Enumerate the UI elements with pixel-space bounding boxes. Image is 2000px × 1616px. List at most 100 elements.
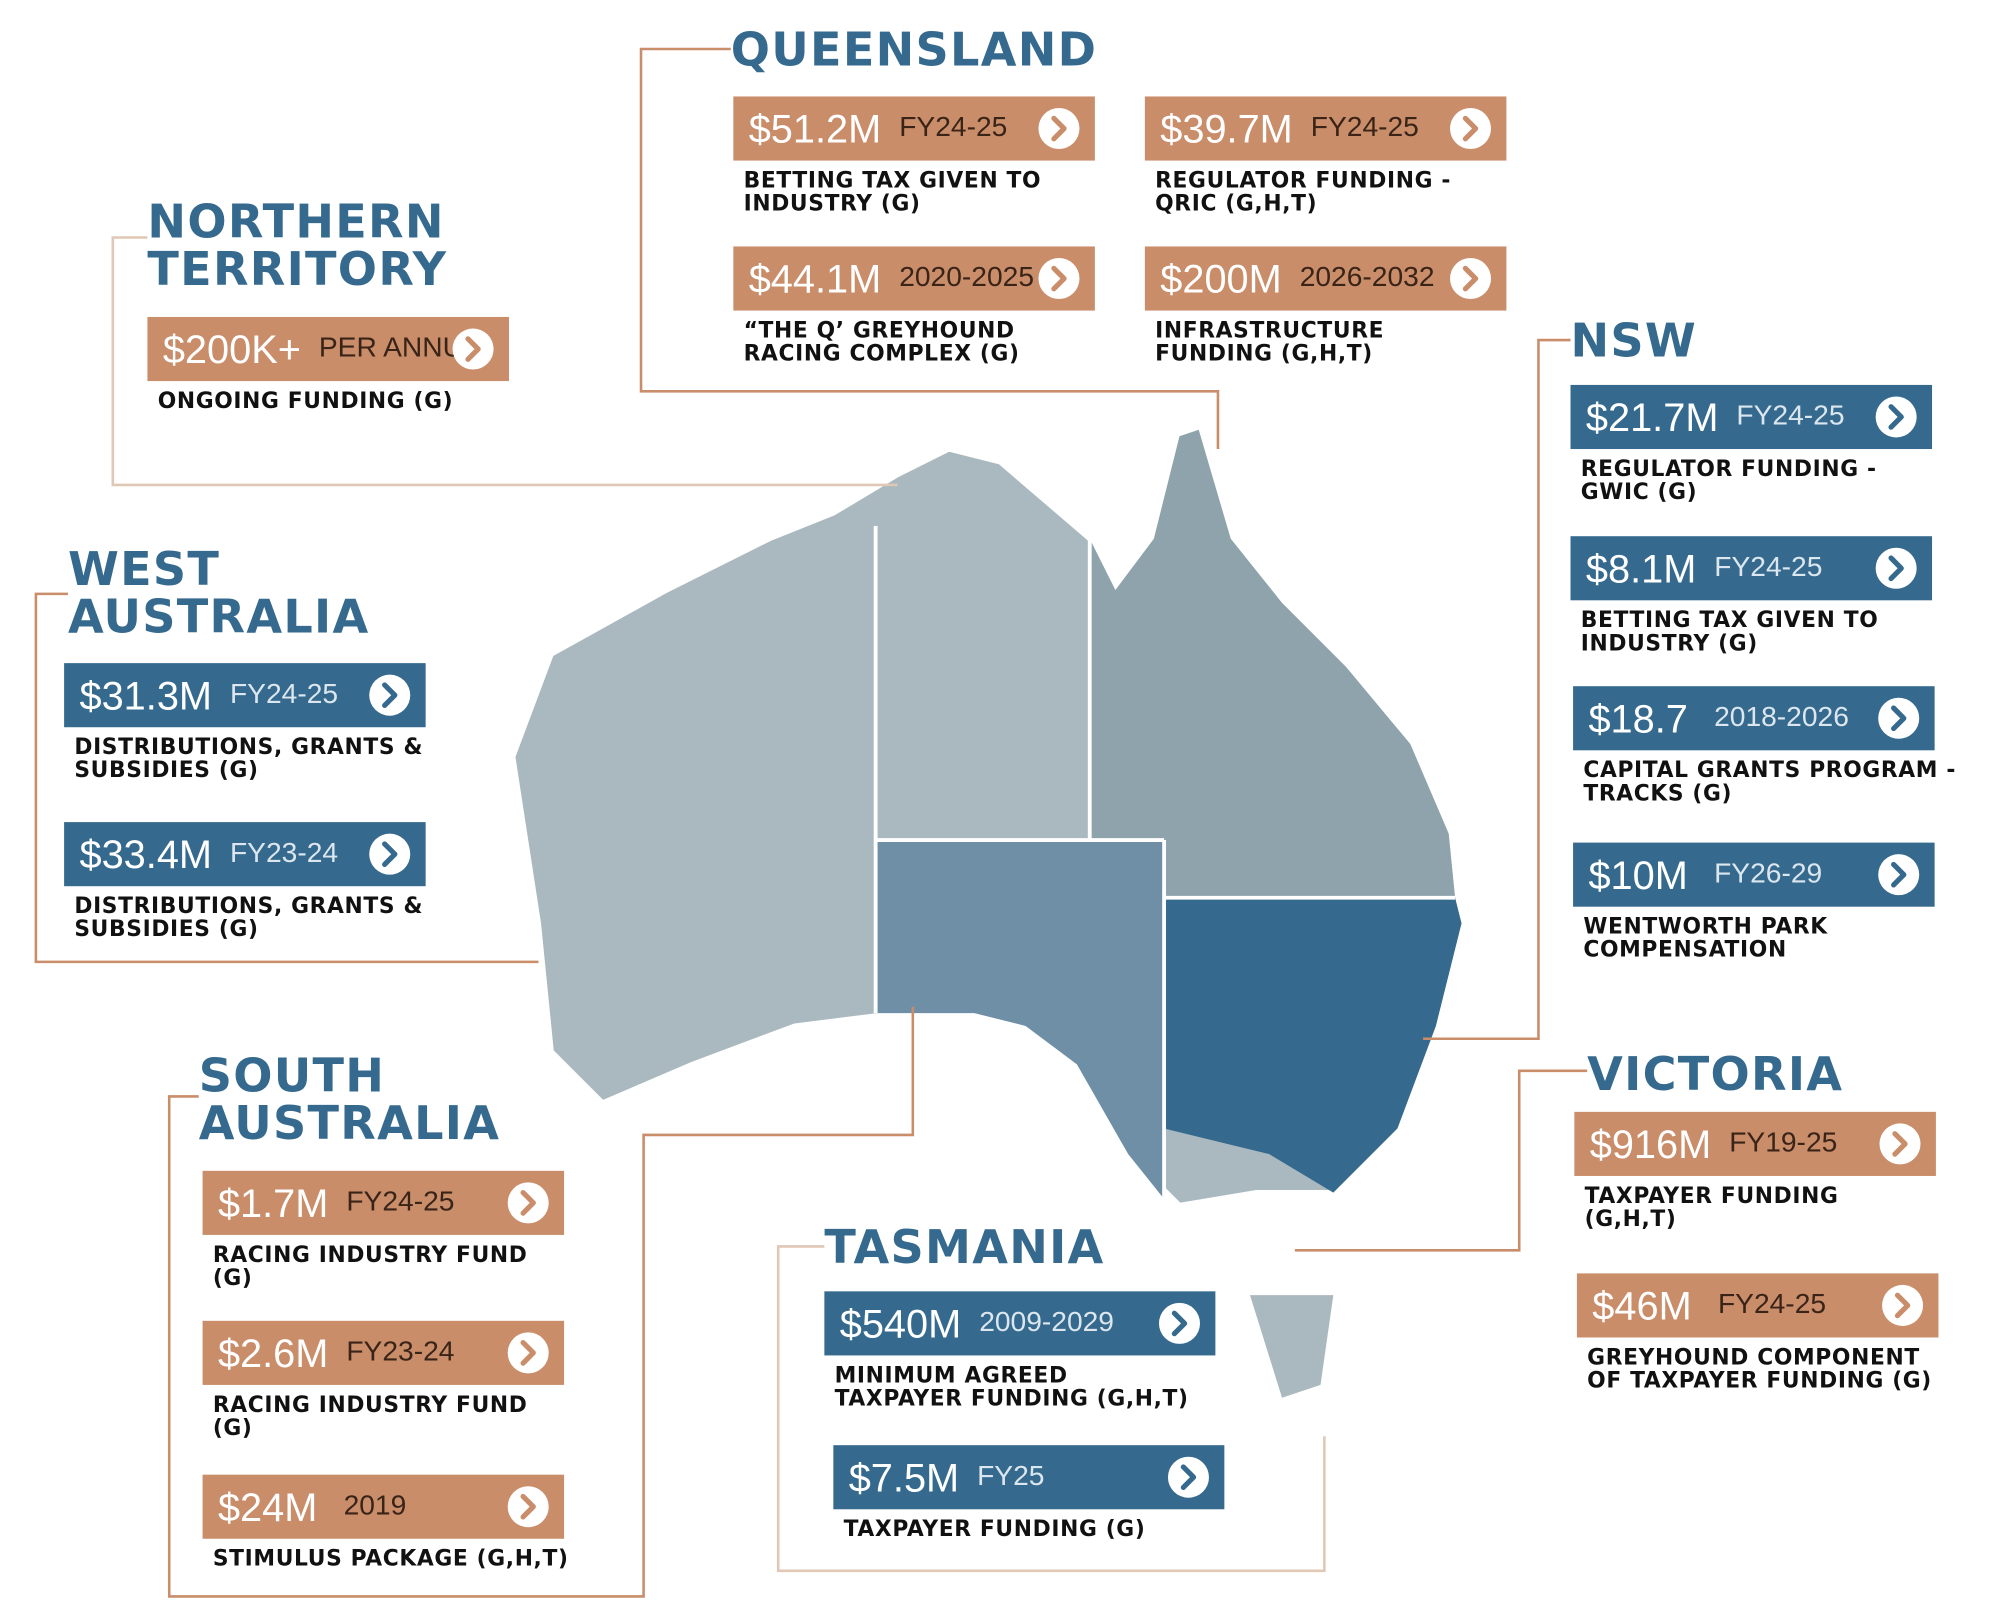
period: FY24-25 [1714, 550, 1822, 582]
amount: $2.6M [218, 1332, 328, 1376]
description: REGULATOR FUNDING - [1581, 457, 1877, 482]
region-heading: WEST [68, 542, 220, 596]
description: GWIC (G) [1581, 480, 1697, 505]
description: REGULATOR FUNDING - [1155, 168, 1451, 193]
connector [167, 1006, 915, 1598]
amount-box [64, 822, 426, 887]
amount: $44.1M [749, 258, 882, 302]
period: 2019 [344, 1488, 407, 1520]
period: FY24-25 [1718, 1287, 1826, 1319]
region: VICTORIA $916M FY19-25 TAXPAYER FUNDING(G,H… [1574, 1047, 1939, 1393]
connector [776, 1245, 1326, 1573]
region-heading: NORTHERN [147, 194, 444, 248]
description: “THE Q’ GREYHOUND [744, 318, 1015, 343]
chevron [1171, 1310, 1188, 1337]
amount-box [147, 316, 509, 382]
chevron [1180, 1464, 1197, 1491]
chevron-circle [507, 1486, 549, 1528]
description: DISTRIBUTIONS, GRANTS & [74, 735, 423, 760]
funding-card: $51.2M FY24-25 BETTING TAX GIVEN TOINDUSTR… [733, 96, 1095, 217]
amount: $1.7M [218, 1182, 328, 1226]
amount-box [824, 1291, 1216, 1356]
amount-box [1573, 842, 1935, 907]
chevron-circle [452, 328, 494, 370]
chevron [1891, 705, 1907, 732]
amount-box [1573, 686, 1935, 751]
chevron [382, 682, 398, 708]
description: GREYHOUND COMPONENT [1587, 1345, 1920, 1370]
period: 2018-2026 [1714, 700, 1849, 732]
amount-box [202, 1320, 565, 1385]
description: RACING COMPLEX (G) [744, 342, 1020, 367]
chevron-circle [507, 1332, 549, 1374]
description: WENTWORTH PARK [1583, 915, 1828, 940]
amount: $916M [1590, 1123, 1712, 1167]
chevron-circle [1038, 258, 1080, 300]
description: SUBSIDIES (G) [74, 917, 258, 942]
funding-card: $7.5M FY25 TAXPAYER FUNDING (G) [833, 1445, 1225, 1542]
chevron-circle [1450, 108, 1492, 150]
funding-card: $916M FY19-25 TAXPAYER FUNDING(G,H,T) [1574, 1111, 1936, 1232]
amount: $33.4M [79, 833, 212, 877]
amount: $7.5M [849, 1456, 959, 1500]
period: 2009-2029 [979, 1305, 1114, 1337]
amount: $46M [1592, 1285, 1691, 1329]
amount: $200M [1160, 258, 1282, 302]
funding-card: $31.3M FY24-25 DISTRIBUTIONS, GRANTS &SUBS… [64, 663, 426, 783]
period: FY24-25 [1311, 110, 1419, 142]
description: ONGOING FUNDING (G) [158, 389, 454, 414]
period: FY19-25 [1729, 1126, 1837, 1158]
region-heading: SOUTH [199, 1048, 385, 1102]
funding-card: $24M 2019 STIMULUS PACKAGE (G,H,T) [202, 1474, 568, 1572]
description: COMPENSATION [1583, 938, 1786, 963]
description: MINIMUM AGREED [835, 1363, 1068, 1388]
chevron-circle [1038, 108, 1080, 150]
period: FY23-24 [346, 1335, 454, 1367]
chevron [1888, 555, 1904, 582]
period: FY24-25 [230, 677, 338, 709]
amount: $24M [218, 1486, 317, 1530]
amount-box [733, 96, 1095, 161]
region-heading: AUSTRALIA [199, 1096, 501, 1150]
amount-box [1576, 1273, 1939, 1338]
chevron-circle [1158, 1302, 1200, 1344]
period: FY24-25 [899, 110, 1007, 142]
amount-box [1570, 536, 1933, 601]
amount-box [202, 1474, 565, 1539]
connector [111, 236, 898, 487]
region: NSW $21.7M FY24-25 REGULATOR FUNDING -GWIC … [1570, 314, 1955, 963]
chevron-circle [1882, 1284, 1924, 1326]
description: (G,H,T) [1585, 1207, 1677, 1232]
description: TAXPAYER FUNDING [1585, 1184, 1839, 1209]
description: SUBSIDIES (G) [74, 758, 258, 783]
chevron [1894, 1292, 1911, 1319]
amount-box [733, 246, 1095, 311]
description: BETTING TAX GIVEN TO [1581, 608, 1879, 633]
amount-box [64, 663, 426, 728]
funding-card: $39.7M FY24-25 REGULATOR FUNDING -QRIC (G,… [1144, 96, 1507, 217]
connector [639, 47, 1220, 450]
funding-card: $1.7M FY24-25 RACING INDUSTRY FUND(G) [202, 1170, 565, 1291]
amount-box [1144, 96, 1507, 161]
chevron [1892, 1131, 1908, 1157]
chevron [1891, 861, 1907, 888]
amount-box [1570, 384, 1933, 450]
description: (G) [213, 1416, 253, 1441]
description: INFRASTRUCTURE [1155, 318, 1384, 343]
region-heading: TASMANIA [824, 1220, 1104, 1274]
amount: $31.3M [79, 674, 212, 718]
period: FY24-25 [346, 1185, 454, 1217]
chevron-circle [507, 1182, 549, 1224]
chevron-circle [1450, 258, 1492, 300]
new-south-wales [1164, 897, 1462, 1193]
period: FY26-29 [1714, 856, 1822, 888]
funding-card: $8.1M FY24-25 BETTING TAX GIVEN TOINDUSTRY… [1570, 536, 1933, 656]
